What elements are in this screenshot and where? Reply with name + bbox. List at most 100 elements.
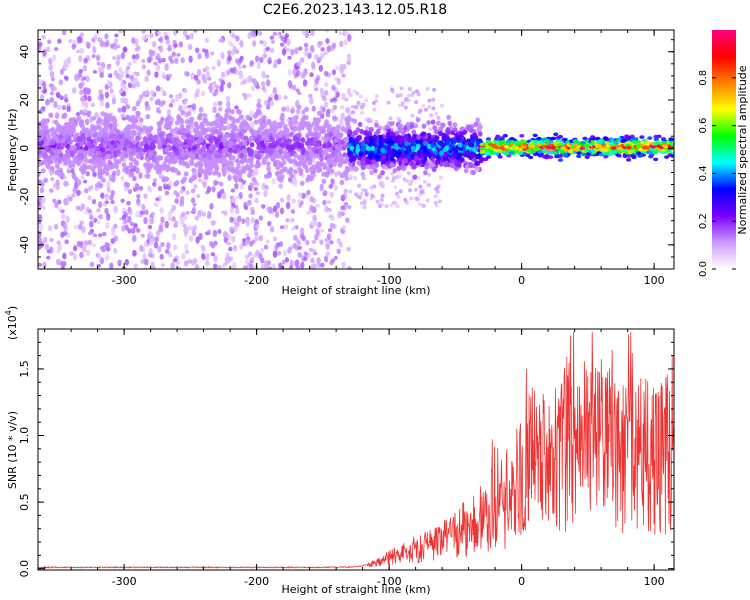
spectrogram-cell [185, 124, 191, 130]
spectrogram-cell [98, 174, 104, 180]
spectrogram-cell [55, 138, 61, 144]
spectrogram-cell [411, 90, 416, 95]
spectrogram-cell [210, 126, 216, 132]
spectrogram-cell [393, 185, 398, 190]
spectrogram-cell [89, 184, 94, 191]
spectrogram-cell [223, 159, 229, 165]
spectrogram-cell [397, 123, 403, 129]
spectrogram-cell [415, 160, 421, 166]
spectrogram-cell [211, 65, 216, 71]
spectrogram-cell [265, 74, 270, 79]
spectrogram-cell [235, 195, 241, 200]
spectrogram-cell [193, 30, 198, 33]
spectrogram-cell [159, 207, 164, 214]
spectrogram-cell [227, 174, 232, 181]
spectrogram-cell [274, 243, 279, 252]
spectrogram-cell [440, 122, 446, 128]
spectrogram-cell [355, 147, 361, 153]
spectrogram-cell [173, 43, 178, 48]
spectrogram-cell [450, 146, 456, 152]
spectrogram-cell [212, 106, 217, 114]
spectrogram-cell [256, 98, 262, 104]
spectrogram-cell [212, 229, 218, 238]
spectrogram-cell [148, 134, 154, 140]
spectrogram-cell [344, 165, 350, 171]
spectrogram-cell [99, 99, 105, 107]
spectrogram-cell [140, 259, 145, 264]
spectrogram-cell [225, 96, 231, 101]
spectrogram-cell [75, 189, 81, 197]
spectrogram-cell [158, 225, 163, 232]
spectrogram-cell [54, 201, 59, 209]
spectrogram-cell [261, 71, 266, 79]
spectrogram-cell [176, 114, 182, 120]
spectrogram-cell [250, 217, 255, 224]
spectrogram-cell [292, 159, 298, 165]
spectrogram-cell [209, 203, 214, 210]
spectrogram-cell [135, 135, 140, 141]
spectrogram-cell [229, 160, 235, 166]
spectrogram-cell [185, 138, 191, 144]
spectrogram-cell [95, 149, 101, 156]
spectrogram-cell [230, 49, 235, 56]
spectrogram-cell [332, 97, 337, 102]
spectrogram-cell [404, 149, 409, 155]
spectrogram-cell [96, 253, 102, 259]
spectrogram-cell [445, 130, 451, 136]
spectrogram-cell [392, 168, 398, 174]
spectrogram-cell [267, 266, 272, 269]
spectrogram-cell [63, 122, 69, 128]
spectrogram-cell [100, 147, 106, 153]
spectrogram-cell [97, 131, 103, 137]
spectrogram-cell [64, 239, 69, 245]
spectrogram-cell [50, 177, 55, 182]
spectrogram-cell [245, 239, 250, 246]
spectrogram-cell [80, 164, 86, 171]
spectrogram-cell [97, 201, 103, 209]
spectrogram-cell [229, 206, 235, 214]
spectrogram-cell [61, 105, 67, 111]
spectrogram-cell [283, 151, 289, 157]
spectrogram-cell [252, 113, 258, 119]
spectrogram-cell [548, 155, 554, 159]
spectrogram-cell [147, 153, 153, 159]
spectrogram-cell [576, 154, 582, 159]
spectrogram-cell [435, 189, 440, 194]
spectrogram-cell [300, 124, 305, 131]
spectrogram-cell [410, 154, 415, 160]
spectrogram-cell [339, 40, 344, 48]
spectrogram-cell [309, 204, 314, 212]
spectrogram-cell [75, 49, 81, 54]
spectrogram-cell [79, 220, 84, 226]
spectrogram-cell [140, 233, 145, 238]
spectrogram-cell [413, 187, 418, 192]
spectrogram-cell [254, 138, 260, 144]
spectrogram-cell [99, 93, 105, 99]
spectrogram-cell [92, 172, 97, 177]
spectrogram-cell [219, 38, 224, 43]
spectrogram-cell [303, 42, 309, 48]
spectrogram-cell [113, 205, 118, 214]
spectrogram-cell [336, 124, 341, 130]
spectrogram-cell [188, 107, 193, 112]
spectrogram-cell [69, 151, 75, 157]
spectrogram-cell [254, 55, 260, 63]
spectrogram-cell [365, 145, 371, 151]
spectrogram-cell [38, 148, 42, 155]
spectrogram-cell [126, 66, 131, 70]
spectrogram-cell [109, 139, 115, 146]
spectrogram-cell [43, 236, 48, 244]
spectrogram-cell [274, 171, 280, 177]
spectrogram-cell [73, 176, 79, 182]
spectrogram-cell [306, 189, 311, 196]
spectrogram-cell [404, 140, 409, 147]
spectrogram-cell [144, 34, 149, 39]
spectrogram-cell [215, 112, 221, 119]
spectrogram-cell [194, 132, 200, 138]
spectrogram-cell [254, 163, 259, 169]
spectrogram-cell [86, 110, 92, 116]
spectrogram-cell [167, 251, 173, 258]
spectrogram-cell [213, 90, 218, 96]
spectrogram-cell [249, 156, 255, 162]
spectrogram-cell [157, 144, 163, 150]
